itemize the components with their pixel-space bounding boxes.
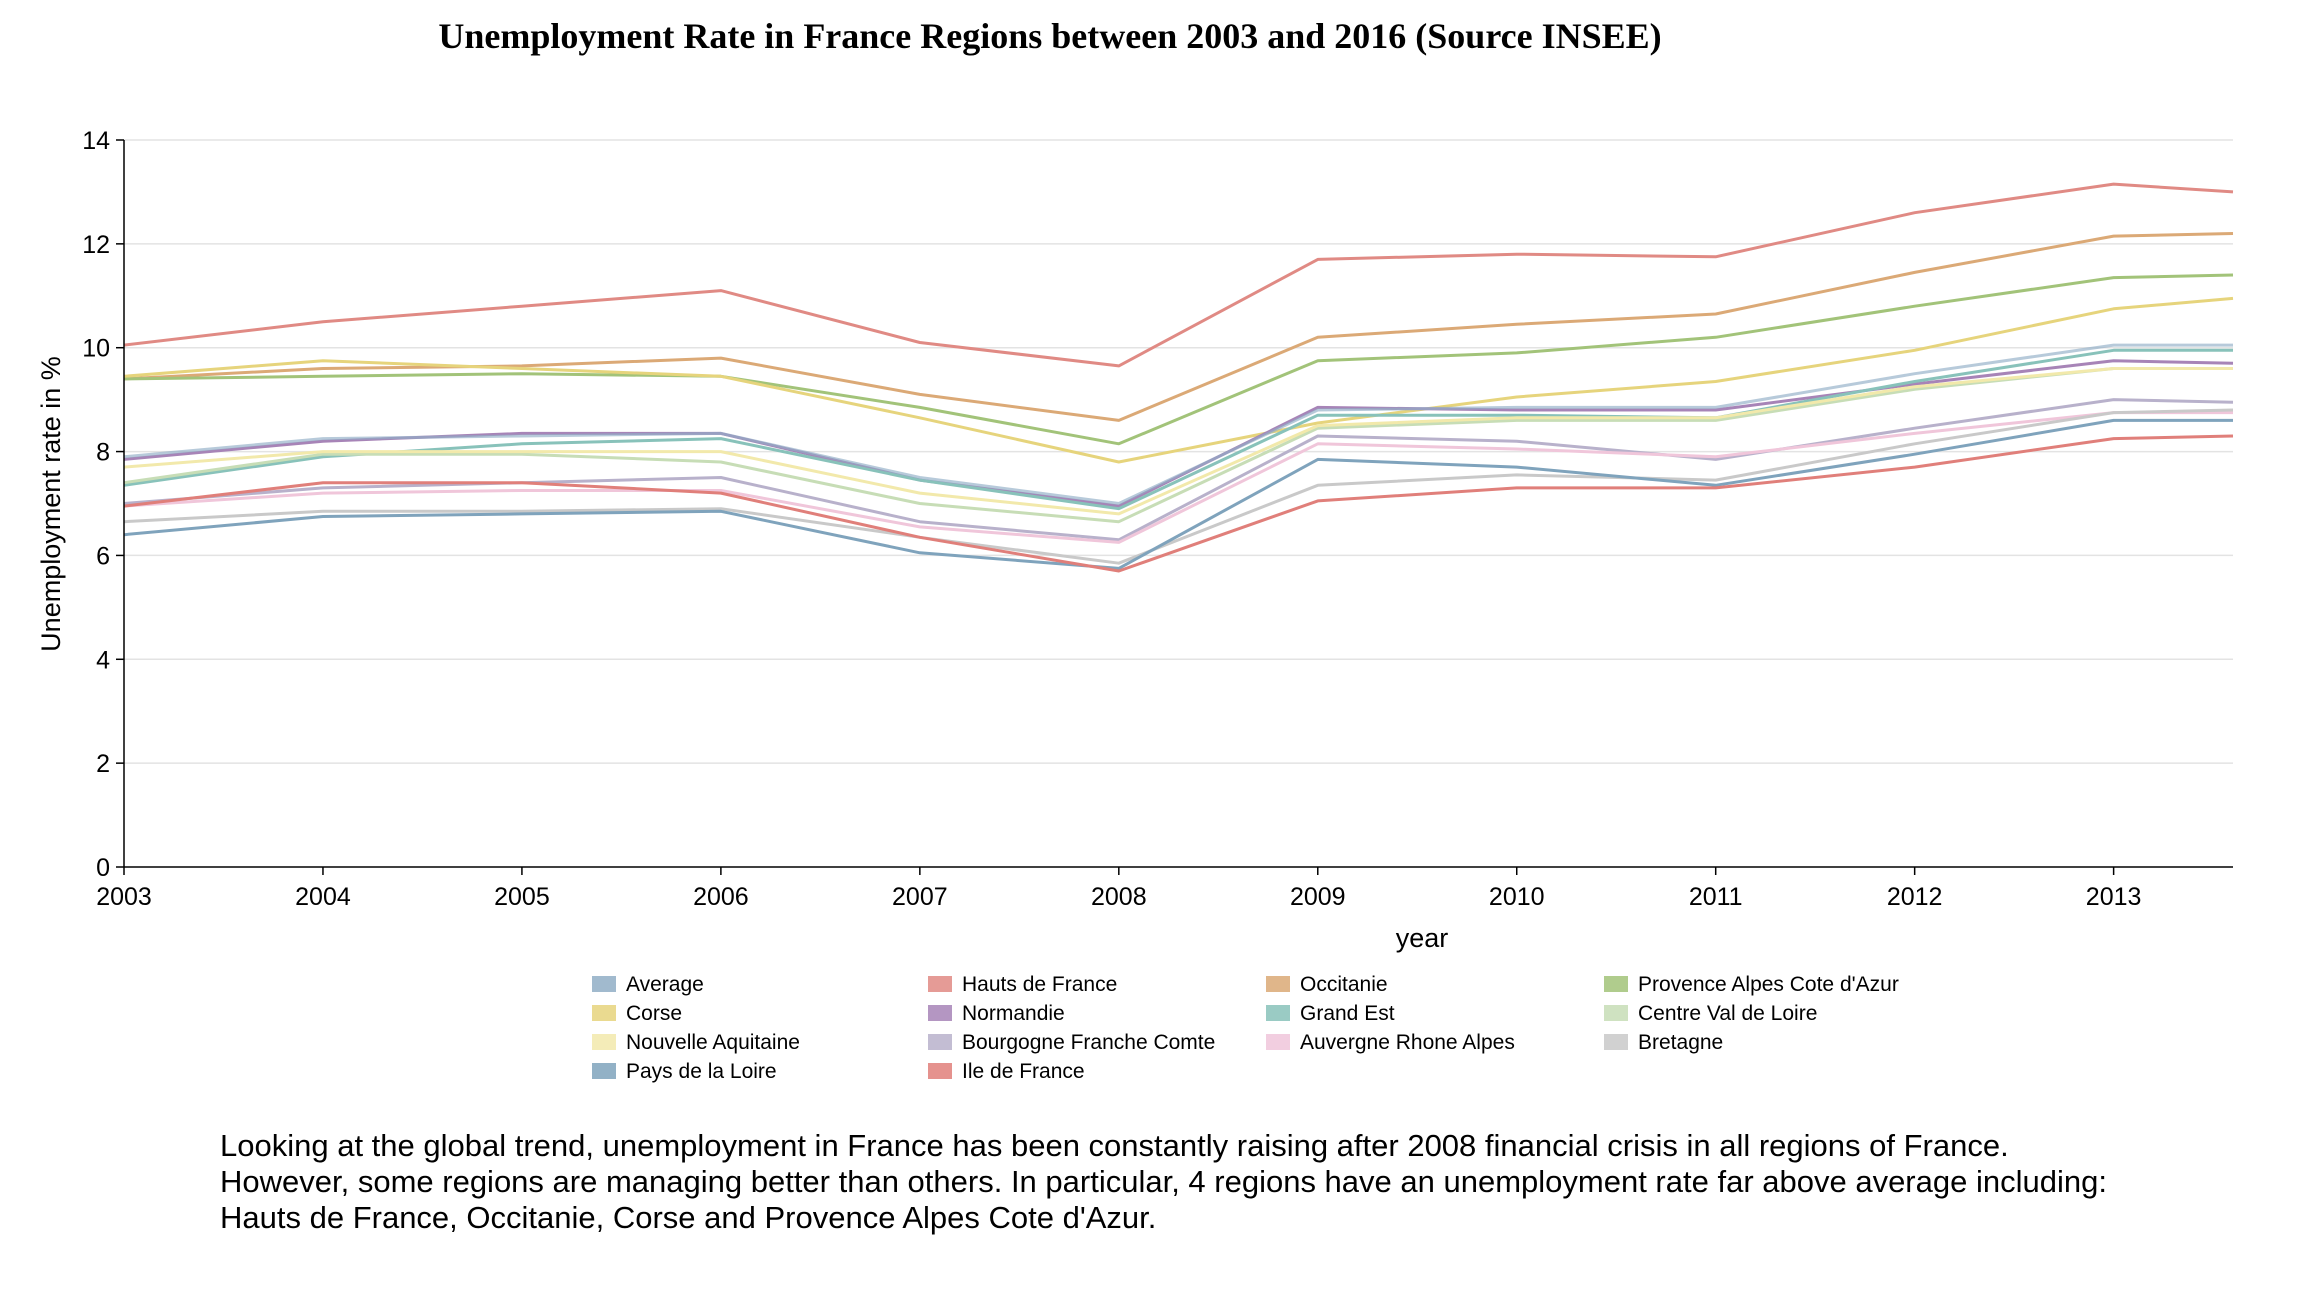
series-lines <box>123 182 2234 573</box>
y-tick-label: 2 <box>96 750 110 778</box>
legend-item: Bourgogne Franche Comte <box>928 1031 1215 1054</box>
legend-label: Occitanie <box>1300 973 1388 996</box>
series-line-centre-val-de-loire <box>123 367 2233 524</box>
chart-description: Looking at the global trend, unemploymen… <box>220 1128 2107 1235</box>
legend-item: Grand Est <box>1266 1002 1395 1025</box>
axes <box>123 140 2233 868</box>
legend-swatch <box>1604 976 1628 992</box>
y-axis-ticks: 0 2 4 6 8 10 12 14 <box>82 127 124 882</box>
series-line-provence-alpes-cote-d-azur <box>123 273 2234 446</box>
legend-item: Bretagne <box>1604 1031 1723 1054</box>
series-line-average <box>123 343 2233 505</box>
y-tick-label: 10 <box>82 335 110 363</box>
legend-item: Nouvelle Aquitaine <box>592 1031 800 1054</box>
legend-label: Normandie <box>962 1002 1065 1025</box>
series-line-hauts-de-france <box>123 182 2234 368</box>
legend-label: Hauts de France <box>962 973 1117 996</box>
series-line-grand-est <box>123 348 2233 511</box>
legend-label: Auvergne Rhone Alpes <box>1300 1031 1515 1054</box>
x-axis-label: year <box>1396 923 1449 953</box>
y-axis-label: Unemployment rate in % <box>36 356 66 652</box>
legend-item: Auvergne Rhone Alpes <box>1266 1031 1515 1054</box>
legend-item: Hauts de France <box>928 973 1117 996</box>
series-line-occitanie <box>123 232 2234 422</box>
legend-swatch <box>928 1005 952 1021</box>
legend-label: Pays de la Loire <box>626 1060 777 1083</box>
legend-item: Normandie <box>928 1002 1065 1025</box>
legend-label: Corse <box>626 1002 682 1025</box>
legend-item: Centre Val de Loire <box>1604 1002 1817 1025</box>
legend-item: Ile de France <box>928 1060 1085 1083</box>
series-line-nouvelle-aquitaine <box>123 367 2233 516</box>
legend-swatch <box>1604 1034 1628 1050</box>
legend-label: Nouvelle Aquitaine <box>626 1031 800 1054</box>
series-line-bretagne <box>123 408 2234 565</box>
x-tick-label: 2010 <box>1489 883 1545 911</box>
x-tick-label: 2005 <box>494 883 550 911</box>
legend-swatch <box>1266 1034 1290 1050</box>
x-tick-label: 2008 <box>1091 883 1147 911</box>
legend-item: Provence Alpes Cote d'Azur <box>1604 973 1899 996</box>
series-line-auvergne-rhone-alpes <box>123 411 2233 544</box>
y-tick-label: 8 <box>96 439 110 467</box>
legend-swatch <box>1266 976 1290 992</box>
y-tick-label: 4 <box>96 646 110 674</box>
x-tick-label: 2013 <box>2086 883 2142 911</box>
legend-swatch <box>592 1034 616 1050</box>
legend-item: Pays de la Loire <box>592 1060 777 1083</box>
series-line-pays-de-la-loire <box>123 418 2233 570</box>
chart-title: Unemployment Rate in France Regions betw… <box>438 16 1661 56</box>
legend-swatch <box>592 1063 616 1079</box>
series-line-ile-de-france <box>123 434 2234 573</box>
legend-label: Bretagne <box>1638 1031 1723 1054</box>
legend-label: Average <box>626 973 704 996</box>
x-tick-label: 2006 <box>693 883 749 911</box>
y-tick-label: 0 <box>96 854 110 882</box>
legend-swatch <box>592 976 616 992</box>
x-tick-label: 2011 <box>1689 883 1743 911</box>
x-tick-label: 2003 <box>96 883 152 911</box>
legend-swatch <box>928 1034 952 1050</box>
legend-label: Bourgogne Franche Comte <box>962 1031 1215 1054</box>
y-tick-label: 6 <box>96 542 110 570</box>
legend-label: Ile de France <box>962 1060 1085 1083</box>
legend-swatch <box>1604 1005 1628 1021</box>
legend: Average Hauts de France Occitanie Provence … <box>592 973 1899 1083</box>
legend-item: Corse <box>592 1002 682 1025</box>
x-axis-ticks: 2003 2004 2005 2006 2007 2008 2009 2010 2011 2012… <box>96 867 2141 911</box>
x-tick-label: 2009 <box>1290 883 1346 911</box>
legend-swatch <box>1266 1005 1290 1021</box>
legend-swatch <box>928 1063 952 1079</box>
series-line-bourgogne-franche-comte <box>123 398 2234 542</box>
y-tick-label: 14 <box>82 127 110 155</box>
y-tick-label: 12 <box>82 231 110 259</box>
legend-item: Average <box>592 973 704 996</box>
x-tick-label: 2007 <box>892 883 948 911</box>
series-line-corse <box>123 296 2234 464</box>
legend-swatch <box>592 1005 616 1021</box>
x-tick-label: 2012 <box>1887 883 1943 911</box>
legend-label: Provence Alpes Cote d'Azur <box>1638 973 1899 996</box>
legend-label: Grand Est <box>1300 1002 1395 1025</box>
legend-label: Centre Val de Loire <box>1638 1002 1817 1025</box>
legend-item: Occitanie <box>1266 973 1388 996</box>
legend-swatch <box>928 976 952 992</box>
x-tick-label: 2004 <box>295 883 351 911</box>
